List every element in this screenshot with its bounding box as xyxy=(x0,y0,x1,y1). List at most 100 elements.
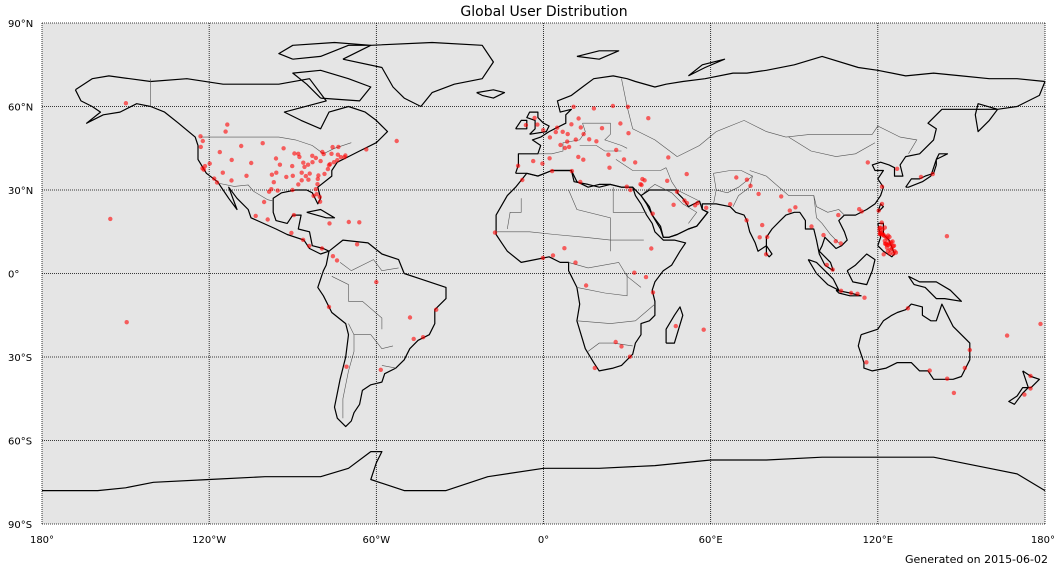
user-point xyxy=(684,200,690,206)
user-point xyxy=(327,221,332,226)
user-point xyxy=(566,144,572,150)
user-point xyxy=(944,234,950,239)
user-point xyxy=(290,173,295,178)
user-point xyxy=(266,189,272,194)
user-point xyxy=(701,327,706,332)
user-point xyxy=(299,170,304,175)
user-point xyxy=(1028,373,1033,379)
user-point xyxy=(793,205,798,210)
user-point xyxy=(632,270,637,275)
user-point xyxy=(307,171,312,176)
tick-label-layer: 90°N 60°N 30°N 0° 30°S 60°S 90°S 180° 120°W 60°W 0… xyxy=(8,19,1055,546)
lat-tick-label: 0° xyxy=(8,270,19,281)
user-point xyxy=(857,207,862,212)
border-south-america-2 xyxy=(331,276,383,330)
user-point xyxy=(642,178,647,183)
user-point xyxy=(331,160,337,165)
user-point xyxy=(201,167,207,172)
user-point xyxy=(273,156,279,161)
border-iran-iraq xyxy=(665,167,700,202)
border-russia-west xyxy=(621,78,678,157)
user-point xyxy=(633,160,638,165)
user-point xyxy=(223,129,228,134)
user-point xyxy=(307,243,312,249)
user-point xyxy=(200,138,205,144)
coastline-ellesmere xyxy=(278,41,372,60)
user-point xyxy=(540,255,546,261)
user-point xyxy=(520,177,525,183)
map-title: Global User Distribution xyxy=(460,4,628,20)
user-point xyxy=(289,230,294,236)
user-point xyxy=(269,172,275,177)
user-point xyxy=(558,142,563,148)
user-point xyxy=(1038,321,1043,327)
coastline-south-america xyxy=(317,239,447,428)
user-point xyxy=(555,125,560,130)
lat-tick-label: 90°S xyxy=(8,520,32,531)
graticule-layer xyxy=(41,22,1046,525)
user-point xyxy=(765,234,770,240)
user-point xyxy=(553,129,558,135)
user-point xyxy=(281,146,286,151)
user-point xyxy=(217,149,222,155)
user-point xyxy=(434,307,439,312)
user-point xyxy=(317,199,323,204)
user-point xyxy=(650,211,655,216)
user-point xyxy=(319,246,325,251)
border-europe-2 xyxy=(582,122,628,149)
lat-tick-label: 90°N xyxy=(8,19,33,30)
user-point xyxy=(244,173,249,178)
user-point xyxy=(550,253,556,258)
border-layer xyxy=(150,78,918,419)
user-point xyxy=(239,143,244,149)
user-point xyxy=(628,187,633,193)
user-point xyxy=(882,225,887,230)
coastline-antarctica xyxy=(42,451,1046,492)
user-point xyxy=(649,246,654,251)
user-point xyxy=(541,128,546,133)
user-point xyxy=(346,219,351,225)
border-india-pak xyxy=(732,176,753,207)
user-point xyxy=(618,121,623,126)
border-sahel xyxy=(496,231,644,241)
user-point xyxy=(303,173,308,179)
user-point xyxy=(562,246,567,251)
user-point xyxy=(335,158,340,163)
user-point xyxy=(202,163,208,169)
border-sahara-west xyxy=(507,198,522,230)
user-point xyxy=(830,267,835,272)
user-point xyxy=(581,157,586,162)
user-point xyxy=(674,189,680,194)
user-point xyxy=(621,157,627,162)
border-central-africa xyxy=(568,262,642,288)
border-south-america-4 xyxy=(342,334,355,419)
user-point xyxy=(407,315,413,320)
user-point xyxy=(321,151,326,157)
lon-tick-label: 60°W xyxy=(363,535,391,546)
user-point xyxy=(1028,386,1033,391)
user-point xyxy=(344,364,349,369)
user-point xyxy=(313,155,319,161)
user-point xyxy=(329,151,334,156)
user-point xyxy=(123,101,129,106)
user-point xyxy=(626,131,631,136)
user-point xyxy=(884,235,889,240)
user-point xyxy=(342,155,347,160)
user-point xyxy=(962,365,967,371)
lon-tick-label: 180° xyxy=(30,535,54,546)
user-point xyxy=(532,115,537,121)
user-point xyxy=(571,104,576,110)
user-point xyxy=(891,243,897,248)
generated-date: Generated on 2015-06-02 xyxy=(905,553,1048,566)
user-point xyxy=(565,139,570,144)
user-point xyxy=(744,177,750,182)
border-europe-1 xyxy=(537,123,586,155)
user-point xyxy=(124,320,129,325)
coastline-baffin xyxy=(292,69,372,102)
user-point xyxy=(315,176,320,182)
user-point xyxy=(354,242,360,247)
user-point xyxy=(275,188,280,193)
user-point xyxy=(951,390,957,396)
user-point xyxy=(848,290,854,296)
user-point xyxy=(930,171,935,177)
